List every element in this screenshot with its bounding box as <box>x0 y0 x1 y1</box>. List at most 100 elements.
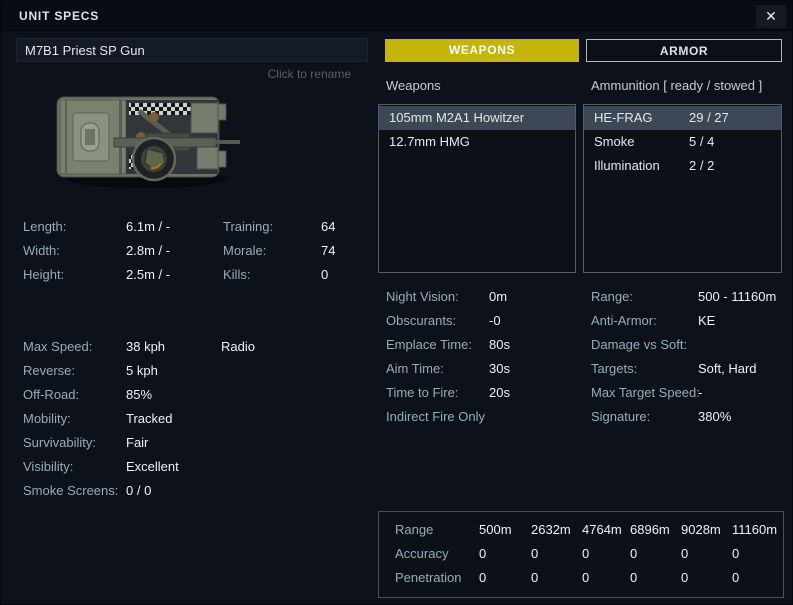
stat-length: Length: <box>23 220 66 244</box>
table-cell: 0 <box>630 546 638 561</box>
table-row: Range 500m 2632m 4764m 6896m 9028m 11160… <box>379 523 783 547</box>
ammunition-listbox: HE-FRAG 29 / 27 Smoke 5 / 4 Illumination… <box>583 104 782 273</box>
stat-reverse-value: 5 kph <box>126 363 158 378</box>
stat-max-target-speed-value: - <box>698 385 703 400</box>
stat-label: Length: <box>23 219 67 234</box>
stat-survivability-value: Fair <box>126 435 149 450</box>
stat-training-value: 64 <box>321 219 336 234</box>
stat-training: Training: <box>223 220 273 244</box>
stat-max-speed: Max Speed: <box>23 340 92 364</box>
equipment-radio: Radio <box>221 339 255 354</box>
table-cell: 4764m <box>582 522 622 537</box>
stat-max-target-speed: Max Target Speed: <box>591 385 700 400</box>
table-cell: 0 <box>479 570 487 585</box>
stat-label: Visibility: <box>23 459 74 474</box>
ammo-name: Smoke <box>594 134 635 149</box>
weapon-item[interactable]: 12.7mm HMG <box>389 134 470 149</box>
stat-time-to-fire: Time to Fire: <box>386 385 459 400</box>
stat-height: Height: <box>23 268 64 292</box>
row-header: Accuracy <box>395 546 449 561</box>
table-cell: 0 <box>681 570 689 585</box>
stat-offroad: Off-Road: <box>23 388 79 412</box>
stat-night-vision-value: 0m <box>489 289 508 304</box>
stat-survivability: Survivability: <box>23 436 96 460</box>
stat-height-value: 2.5m / - <box>126 267 171 282</box>
stat-label: Reverse: <box>23 363 76 378</box>
ammo-item[interactable]: Smoke 5 / 4 <box>584 130 781 154</box>
ammo-count: 5 / 4 <box>689 134 715 149</box>
stat-damage-vs-soft: Damage vs Soft: <box>591 337 688 352</box>
stat-reverse: Reverse: <box>23 364 75 388</box>
table-cell: 0 <box>582 570 590 585</box>
ammunition-list-label: Ammunition [ ready / stowed ] <box>591 78 763 93</box>
table-cell: 0 <box>681 546 689 561</box>
stat-max-speed-value: 38 kph <box>126 339 166 354</box>
table-cell: 0 <box>531 546 539 561</box>
ammo-item[interactable]: HE-FRAG 29 / 27 <box>584 106 781 130</box>
stat-aim-time-value: 30s <box>489 361 510 376</box>
stat-anti-armor-value: KE <box>698 313 716 328</box>
stat-smoke-screens: Smoke Screens: <box>23 484 118 508</box>
stat-smoke-screens-value: 0 / 0 <box>126 483 152 498</box>
stat-time-to-fire-value: 20s <box>489 385 510 400</box>
stat-visibility: Visibility: <box>23 460 73 484</box>
table-cell: 2632m <box>531 522 571 537</box>
unit-name-input[interactable] <box>16 38 368 62</box>
stat-indirect-fire-only: Indirect Fire Only <box>386 409 485 424</box>
stat-aim-time: Aim Time: <box>386 361 444 376</box>
stat-label: Off-Road: <box>23 387 80 402</box>
row-header: Penetration <box>395 570 462 585</box>
tab-weapons[interactable]: WEAPONS <box>385 39 579 62</box>
window-title: UNIT SPECS <box>19 9 100 23</box>
stat-width-value: 2.8m / - <box>126 243 171 258</box>
tab-armor[interactable]: ARMOR <box>586 39 782 62</box>
table-cell: 11160m <box>732 522 778 537</box>
stat-obscurants: Obscurants: <box>386 313 457 328</box>
stat-mobility-value: Tracked <box>126 411 173 426</box>
stat-label: Width: <box>23 243 60 258</box>
table-cell: 9028m <box>681 522 721 537</box>
stat-morale-value: 74 <box>321 243 336 258</box>
stat-emplace-time-value: 80s <box>489 337 510 352</box>
stat-targets-value: Soft, Hard <box>698 361 757 376</box>
stat-signature-value: 380% <box>698 409 732 424</box>
stat-anti-armor: Anti-Armor: <box>591 313 657 328</box>
table-cell: 0 <box>582 546 590 561</box>
table-cell: 500m <box>479 522 512 537</box>
stat-label: Smoke Screens: <box>23 483 119 498</box>
stat-range-value: 500 - 11160m <box>698 289 777 304</box>
table-cell: 0 <box>732 546 740 561</box>
weapons-list-label: Weapons <box>386 78 441 93</box>
stat-label: Survivability: <box>23 435 96 450</box>
stat-mobility: Mobility: <box>23 412 71 436</box>
stat-label: Training: <box>223 219 274 234</box>
ammo-item[interactable]: Illumination 2 / 2 <box>584 154 781 178</box>
stat-visibility-value: Excellent <box>126 459 179 474</box>
close-icon[interactable]: ✕ <box>756 5 786 28</box>
stat-night-vision: Night Vision: <box>386 289 459 304</box>
stat-morale: Morale: <box>223 244 266 268</box>
stat-label: Mobility: <box>23 411 71 426</box>
stat-kills: Kills: <box>223 268 250 292</box>
stat-label: Max Speed: <box>23 339 93 354</box>
stat-length-value: 6.1m / - <box>126 219 171 234</box>
stat-signature: Signature: <box>591 409 651 424</box>
stat-label: Kills: <box>223 267 251 282</box>
weapon-item[interactable]: 105mm M2A1 Howitzer <box>379 106 575 130</box>
ammo-name: Illumination <box>594 158 660 173</box>
unit-top-view-image <box>56 96 240 188</box>
ammo-count: 29 / 27 <box>689 110 729 125</box>
stat-kills-value: 0 <box>321 267 329 282</box>
stat-targets: Targets: <box>591 361 638 376</box>
table-row: Penetration 0 0 0 0 0 0 <box>379 571 783 595</box>
stat-obscurants-value: -0 <box>489 313 501 328</box>
stat-width: Width: <box>23 244 60 268</box>
table-row: Accuracy 0 0 0 0 0 0 <box>379 547 783 571</box>
table-cell: 0 <box>479 546 487 561</box>
title-bar: UNIT SPECS ✕ <box>1 1 792 31</box>
table-cell: 0 <box>732 570 740 585</box>
stat-label: Morale: <box>223 243 267 258</box>
row-header: Range <box>395 522 434 537</box>
stat-offroad-value: 85% <box>126 387 153 402</box>
